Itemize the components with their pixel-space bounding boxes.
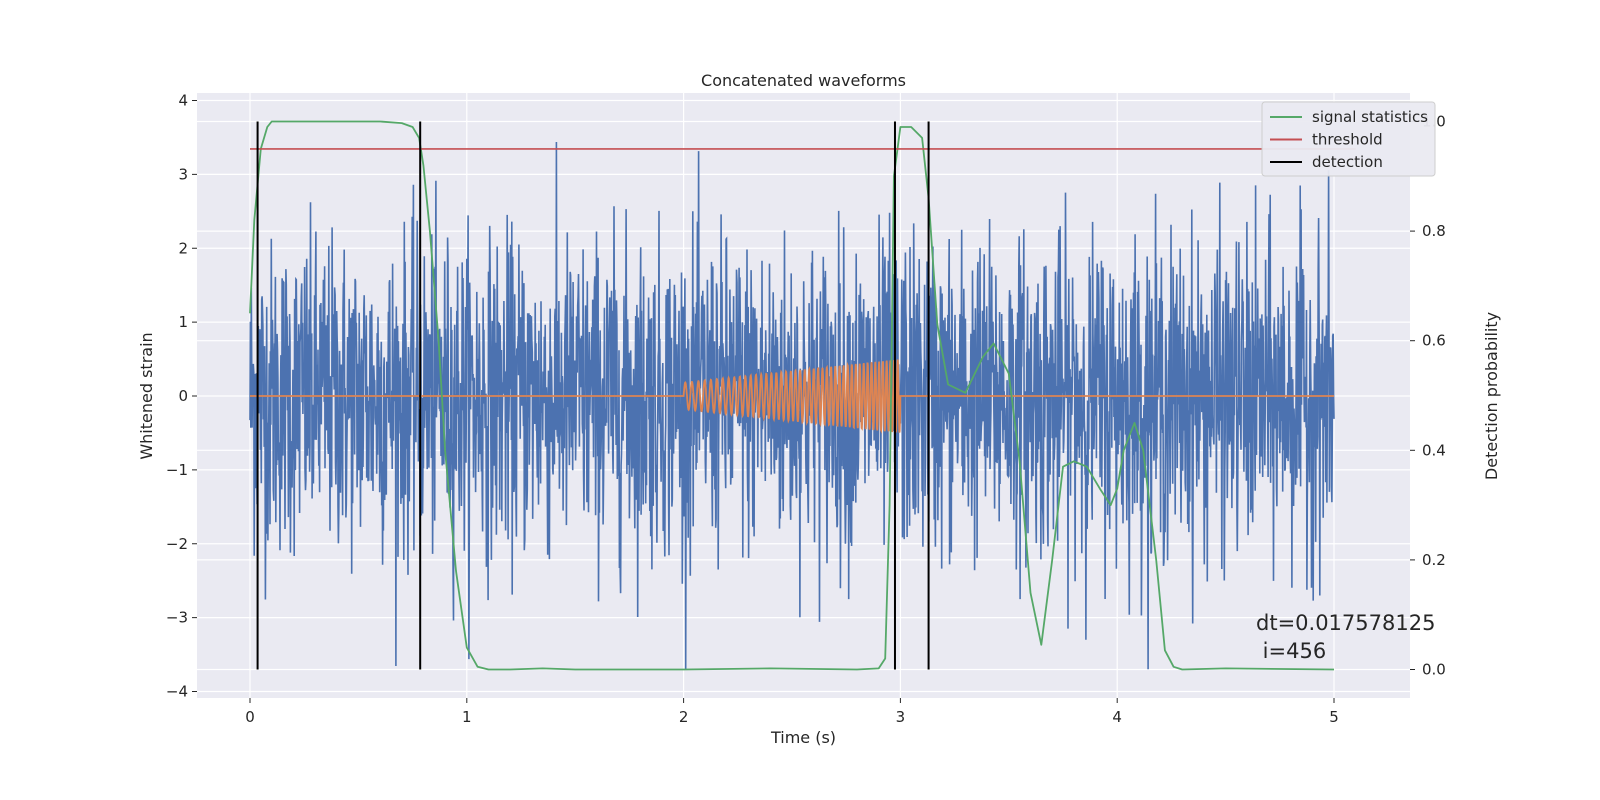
x-tick-label: 3 [896, 708, 906, 726]
y-tick-label-right: 0.6 [1422, 332, 1446, 350]
y-tick-label-left: 2 [178, 239, 188, 257]
legend-entry-label: threshold [1312, 131, 1383, 149]
x-tick-label: 4 [1112, 708, 1122, 726]
y-tick-label-right: 0.2 [1422, 551, 1446, 569]
y-axis-label-right: Detection probability [1482, 312, 1501, 480]
y-tick-label-left: −1 [166, 461, 188, 479]
x-tick-label: 2 [679, 708, 689, 726]
y-tick-label-right: 0.8 [1422, 222, 1446, 240]
legend-entry-label: detection [1312, 153, 1383, 171]
y-tick-label-left: 0 [178, 387, 188, 405]
y-tick-label-left: −4 [166, 683, 188, 701]
y-tick-label-left: −3 [166, 609, 188, 627]
y-tick-label-left: 1 [178, 313, 188, 331]
chart-title: Concatenated waveforms [701, 71, 906, 90]
annotation-dt: dt=0.017578125 [1256, 611, 1435, 635]
y-tick-label-left: −2 [166, 535, 188, 553]
x-tick-label: 1 [462, 708, 472, 726]
y-axis-label-left: Whitened strain [137, 332, 156, 459]
x-tick-label: 5 [1329, 708, 1339, 726]
legend-entry-label: signal statistics [1312, 108, 1428, 126]
y-tick-label-right: 0.4 [1422, 441, 1446, 459]
series-injection-line [250, 359, 1334, 434]
legend: signal statistics threshold detection [1261, 101, 1436, 177]
y-tick-label-left: 3 [178, 165, 188, 183]
y-tick-label-left: 4 [178, 92, 188, 110]
y-tick-label-right: 0.0 [1422, 661, 1446, 679]
legend-box [1261, 101, 1436, 177]
x-axis-label: Time (s) [770, 728, 836, 747]
series-signal-statistics-line [249, 120, 1335, 671]
x-tick-label: 0 [245, 708, 255, 726]
data-layer [249, 120, 1356, 671]
annotation-i: i=456 [1256, 639, 1326, 663]
